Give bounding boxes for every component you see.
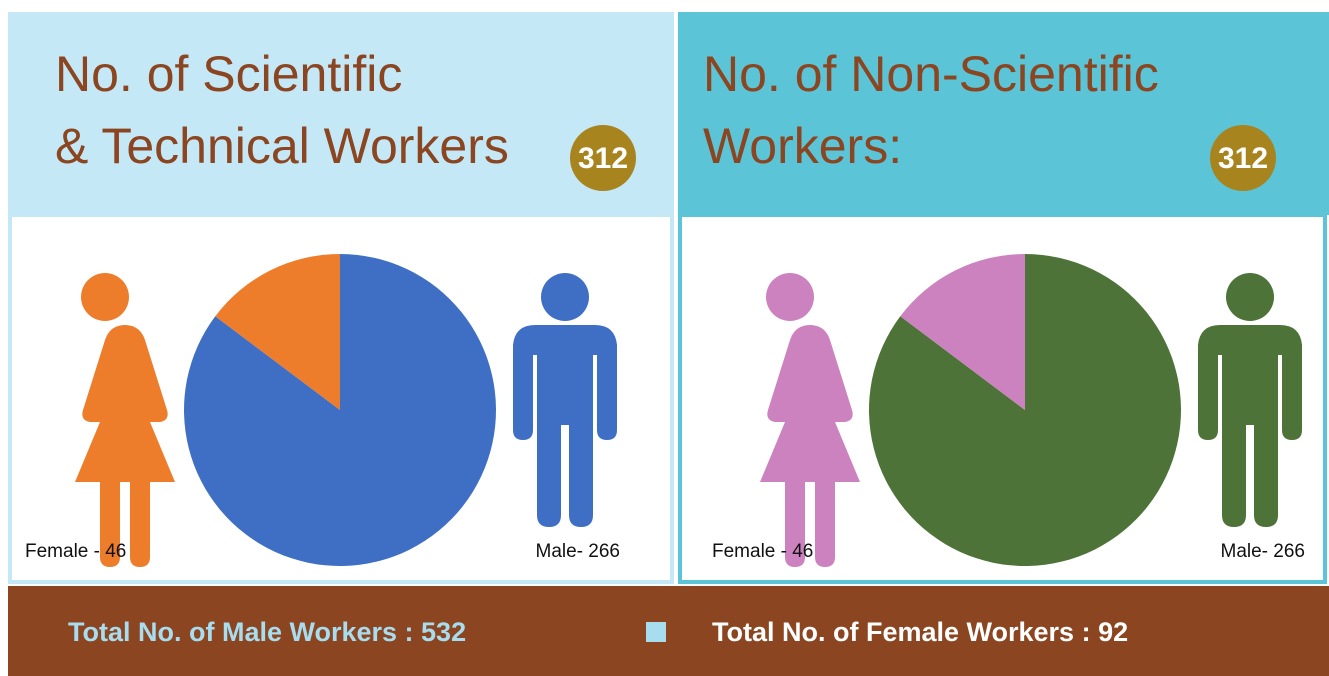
legend-label: Male- 266 [536,541,621,562]
total-badge [570,125,636,191]
male-icon-head [541,273,589,321]
separator-square [646,622,666,642]
legend-label: Female - 46 [712,541,813,562]
female-icon [75,325,175,567]
total-badge [1210,125,1276,191]
panel-title: & Technical Workers [55,118,509,174]
male-icon [513,325,617,527]
female-icon-head [81,273,129,321]
male-icon-head [1226,273,1274,321]
female-icon [760,325,860,567]
total-value: 312 [578,142,628,175]
footer-text: Total No. of Male Workers : 532 [68,617,466,647]
panel-title: No. of Non-Scientific [703,46,1159,102]
pie-slice [900,254,1025,410]
footer-text: Total No. of Female Workers : 92 [712,617,1128,647]
legend-label: Female - 46 [25,541,126,562]
left-header [8,12,674,215]
total-value: 312 [1218,142,1268,175]
female-icon-head [766,273,814,321]
footer-bar [8,586,1329,676]
panel-title: No. of Scientific [55,46,402,102]
panel-title: Workers: [703,118,902,174]
male-icon [1198,325,1302,527]
pie-slice [215,254,340,410]
legend-label: Male- 266 [1221,541,1306,562]
